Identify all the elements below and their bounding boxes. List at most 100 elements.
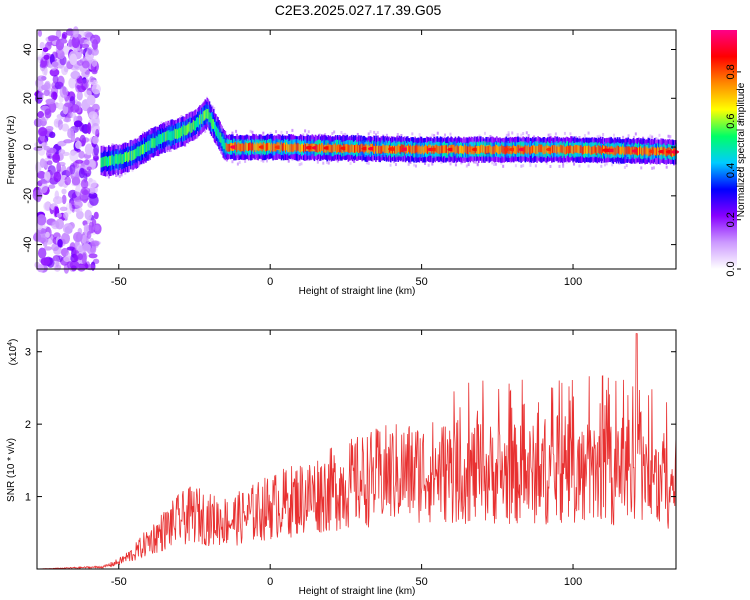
ridge-cell: [386, 145, 389, 154]
ridge-cell: [464, 144, 466, 153]
ridge-peak: [671, 150, 680, 154]
ridge-cell: [412, 145, 414, 154]
ridge-cell: [201, 114, 203, 124]
noise-cell: [77, 264, 86, 272]
ridge-cell: [224, 142, 227, 153]
ridge-cell: [488, 144, 491, 153]
halo-cell: [262, 131, 265, 135]
halo-cell: [500, 161, 503, 165]
noise-cell: [33, 118, 43, 128]
halo-cell: [340, 130, 343, 134]
noise-cell: [92, 155, 100, 162]
ridge-cell: [119, 152, 122, 163]
ridge-cell: [350, 144, 353, 152]
ridge-cell: [281, 143, 284, 152]
noise-cell: [50, 220, 60, 230]
ridge-cell: [469, 144, 472, 153]
halo-cell: [373, 130, 376, 134]
ridge-cell: [338, 144, 340, 153]
ridge-cell: [320, 144, 322, 153]
ridge-cell: [177, 128, 180, 139]
ridge-cell: [113, 156, 115, 167]
ridge-cell: [380, 146, 383, 154]
ridge-cell: [235, 142, 237, 150]
halo-cell: [520, 133, 523, 137]
spectrogram-y-ticks: -40 -20 0 20 40: [22, 43, 676, 253]
noise-cell: [91, 58, 98, 67]
halo-cell: [249, 129, 252, 133]
ridge-cell: [250, 142, 252, 151]
ridge-cell: [271, 142, 273, 151]
halo-cell: [527, 134, 530, 138]
halo-cell: [413, 163, 416, 167]
ridge-cell: [298, 144, 301, 152]
colorbar-tick-label: 0.8: [725, 64, 737, 79]
ridge-cell: [165, 131, 167, 142]
ridge-cell: [123, 152, 126, 162]
ridge-cell: [415, 145, 418, 153]
ridge-cell: [560, 144, 563, 153]
ridge-cell: [137, 146, 140, 157]
halo-cell: [587, 131, 590, 135]
halo-cell: [611, 163, 614, 167]
noise-cell: [80, 49, 85, 54]
colorbar-tick-label: 0.2: [725, 212, 737, 227]
noise-cell: [61, 39, 68, 44]
ridge-cell: [289, 144, 291, 153]
halo-cell: [554, 132, 557, 136]
ridge-cell: [152, 136, 155, 147]
halo-cell: [251, 130, 254, 134]
halo-cell: [583, 134, 586, 138]
ridge-cell: [436, 145, 439, 154]
halo-cell: [280, 130, 283, 134]
ridge-cell: [290, 143, 292, 152]
noise-cell: [61, 123, 70, 132]
noise-cell: [61, 31, 68, 39]
ridge-cell: [322, 143, 324, 152]
ridge-cell: [481, 144, 483, 153]
ridge-cell: [406, 145, 409, 154]
ridge-cell: [241, 143, 244, 152]
ridge-cell: [439, 145, 442, 154]
ridge-cell: [203, 111, 206, 121]
noise-cell: [67, 127, 75, 139]
ridge-cell: [263, 142, 266, 151]
halo-cell: [376, 131, 379, 135]
ridge-cell: [354, 144, 357, 153]
noise-cell: [75, 184, 81, 197]
noise-cell: [61, 194, 67, 205]
halo-cell: [465, 164, 468, 168]
ridge-cell: [529, 146, 532, 155]
ridge-cell: [653, 147, 656, 156]
ridge-cell: [329, 144, 332, 153]
ridge-cell: [374, 146, 376, 154]
noise-cell: [76, 90, 83, 101]
ridge-cell: [346, 144, 349, 152]
noise-cell: [88, 253, 98, 259]
halo-cell: [632, 135, 635, 139]
ridge-cell: [534, 145, 536, 154]
halo-cell: [322, 161, 325, 165]
halo-cell: [351, 134, 354, 138]
ridge-cell: [145, 142, 147, 152]
halo-cell: [665, 165, 668, 169]
halo-cell: [147, 157, 150, 161]
noise-cell: [58, 149, 66, 155]
snr-line: [37, 333, 677, 570]
ridge-cell: [419, 146, 422, 155]
ridge-cell: [414, 145, 416, 154]
ridge-cell: [127, 152, 129, 163]
ridge-cell: [244, 142, 247, 151]
halo-cell: [545, 161, 548, 165]
colorbar-tick-label: 0.4: [725, 163, 737, 178]
ridge-cell: [331, 145, 334, 153]
ridge-cell: [537, 145, 539, 154]
ridge-cell: [141, 144, 144, 155]
ridge-cell: [398, 144, 401, 152]
noise-cell: [72, 231, 83, 243]
ridge-cell: [293, 143, 296, 152]
ridge-cell: [122, 153, 125, 164]
ridge-cell: [586, 146, 588, 154]
ridge-cell: [186, 125, 189, 135]
halo-cell: [603, 163, 606, 167]
